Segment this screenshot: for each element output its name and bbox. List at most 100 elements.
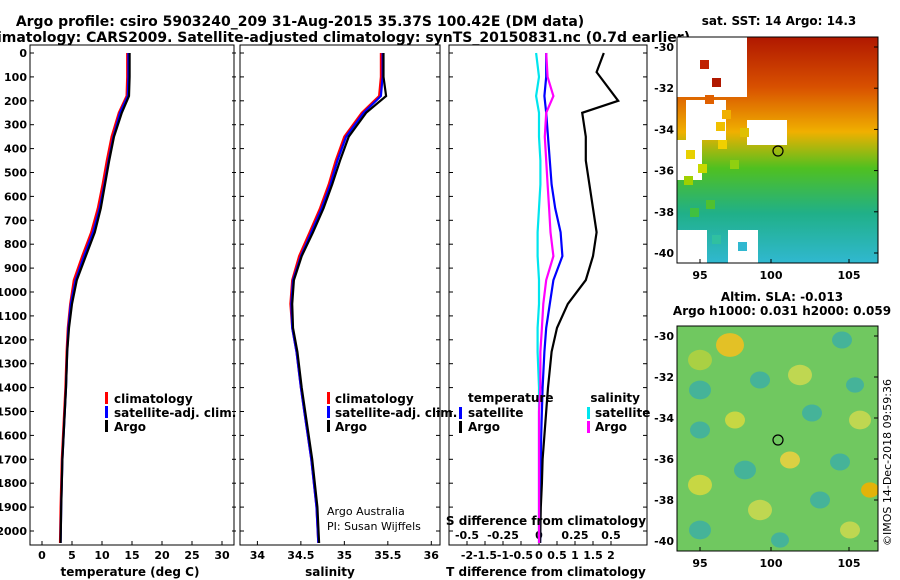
depth-tick-label: 300 [4,119,27,132]
legend-label-climatology: climatology [335,392,414,406]
lat-tick-label: -32 [654,82,674,95]
depth-tick-label: 1600 [0,429,27,442]
depth-tick-label: 1400 [0,382,27,395]
series-line-temperature-argo [539,52,620,544]
header-line1: Argo profile: csiro 5903240_209 31-Aug-2… [16,14,584,30]
temperature-xtick-label: 20 [154,549,170,562]
salinity-xtick-label: 34 [250,549,266,562]
sla-map-frame [676,325,879,552]
axis-ticks: 0 5 10 15 20 25 30 34 34.5 35 35.5 36 -2 -1.5 -1 -0.5 0 0… [30,52,647,562]
depth-tick-label: 1200 [0,334,27,347]
legend-s-title: salinity [590,391,640,405]
legend-swatch-satellite [327,406,330,418]
sla-map-axes: -30 -32 -34 -36 -38 -40 95 100 105 [654,330,878,570]
temperature-xlabel: temperature (deg C) [61,565,200,579]
series-line-argo [59,53,131,544]
legend-label-s-satellite: satellite [595,406,650,420]
depth-tick-label: 1100 [0,310,27,323]
salinity-plot-frame [239,44,441,546]
depth-tick-label: 400 [4,143,27,156]
depth-tick-label: 1300 [0,358,27,371]
lat-tick-label: -36 [654,165,674,178]
series-line-satellite-adj-clim- [290,53,384,544]
depth-tick-label: 1900 [0,501,27,514]
legend-label-t-satellite: satellite [468,406,523,420]
salinity-series [289,53,388,544]
lat-tick-label: -38 [654,494,674,507]
salinity-xtick-label: 34.5 [287,549,314,562]
difference-xtick-label: -0.5 [509,549,533,562]
legend-swatch-climatology [327,392,330,404]
depth-tick-label: 100 [4,71,27,84]
legend-t-title: temperature [468,391,553,405]
legend-swatch-satellite [105,406,108,418]
credit-pi: PI: Susan Wijffels [327,520,421,533]
difference-xlabel: T difference from climatology [446,565,646,579]
sla-argo-location-marker [772,434,784,446]
lat-tick-label: -32 [654,371,674,384]
lon-tick-label: 95 [692,269,707,282]
depth-tick-label: 600 [4,190,27,203]
depth-tick-label: 1700 [0,453,27,466]
temperature-series [58,53,131,544]
depth-tick-label: 700 [4,214,27,227]
legend-swatch-s-argo [587,421,590,433]
legend-swatch-t-argo [459,421,462,433]
legend-label-argo: Argo [335,420,367,434]
difference-s-tick-label: -0.5 [455,529,479,542]
series-line-salinity-argo [537,52,555,543]
legend-label-argo: Argo [114,420,146,434]
legend-swatch-climatology [105,392,108,404]
difference-legend: temperature satellite Argo salinity sate… [459,391,650,434]
difference-s-tick-label: 0.25 [561,529,588,542]
lat-tick-label: -38 [654,206,674,219]
legend-label-satellite: satellite-adj. clim. [335,406,457,420]
temperature-xtick-label: 15 [124,549,139,562]
salinity-xtick-label: 36 [424,549,440,562]
lon-tick-label: 105 [838,557,861,570]
lon-tick-label: 105 [838,269,861,282]
difference-xtick-label: 2 [607,549,615,562]
depth-axis: 0 100 200 300 400 500 600 700 800 900 1000 1100 1200… [0,47,27,538]
legend-swatch-argo [105,420,108,432]
lon-tick-label: 100 [760,557,783,570]
sla-map-title1: Altim. SLA: -0.013 [721,290,843,304]
difference-xtick-label: 0 [535,549,543,562]
temperature-xtick-label: 30 [214,549,230,562]
sst-map-title: sat. SST: 14 Argo: 14.3 [702,14,856,28]
sst-map [677,37,878,263]
depth-tick-label: 2000 [0,525,27,538]
legend-label-t-argo: Argo [468,420,500,434]
legend-label-s-argo: Argo [595,420,627,434]
lon-tick-label: 100 [760,269,783,282]
sst-map-axes: -30 -32 -34 -36 -38 -40 95 100 105 [654,41,878,282]
salinity-xtick-label: 35 [337,549,352,562]
difference-xtick-label: 0.5 [547,549,567,562]
difference-xtick-label: -1.5 [473,549,497,562]
salinity-xtick-label: 35.5 [374,549,401,562]
salinity-xlabel: salinity [305,565,355,579]
series-line-argo [291,53,388,544]
depth-tick-label: 200 [4,95,27,108]
sla-map-title2: Argo h1000: 0.031 h2000: 0.059 [673,304,891,318]
lat-tick-label: -30 [654,330,674,343]
difference-series [534,52,620,544]
sst-argo-location-marker [772,145,784,157]
depth-tick-label: 800 [4,238,27,251]
depth-tick-label: 1000 [0,286,27,299]
lat-tick-label: -34 [654,412,674,425]
legend-label-satellite: satellite-adj. clim. [114,406,236,420]
legend-swatch-t-satellite [459,407,462,419]
salinity-legend: climatology satellite-adj. clim. Argo [327,392,457,434]
imos-timestamp: ©IMOS 14-Dec-2018 09:59:36 [881,379,894,546]
difference-plot-frame [448,44,648,546]
difference-s-tick-label: 0.5 [601,529,621,542]
legend-swatch-s-satellite [587,407,590,419]
header-line2: Climatology: CARS2009. Satellite-adjuste… [0,30,690,46]
lat-tick-label: -30 [654,41,674,54]
temperature-xtick-label: 0 [38,549,46,562]
difference-xtick-label: 1 [571,549,579,562]
difference-xtick-label: -1 [497,549,509,562]
lat-tick-label: -40 [654,247,674,260]
difference-xtick-label: 1.5 [583,549,603,562]
